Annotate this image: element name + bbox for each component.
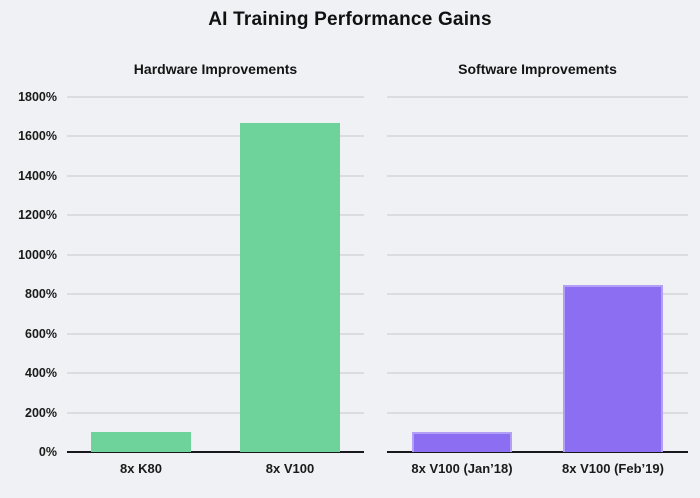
gridline bbox=[67, 332, 364, 335]
y-axis-tick-label: 1200% bbox=[18, 208, 57, 223]
gridline bbox=[67, 135, 364, 138]
gridline bbox=[387, 293, 688, 296]
y-axis-tick-label: 400% bbox=[25, 366, 57, 381]
gridline bbox=[67, 96, 364, 98]
bar-8x-v100-jan-18 bbox=[412, 432, 512, 452]
panel-subtitle-software: Software Improvements bbox=[458, 61, 617, 77]
gridline bbox=[67, 174, 364, 177]
y-axis-tick-label: 600% bbox=[25, 326, 57, 341]
y-axis-tick-label: 1600% bbox=[18, 129, 57, 144]
y-axis-tick-label: 1800% bbox=[18, 90, 57, 104]
gridline bbox=[387, 332, 688, 335]
gridline bbox=[387, 253, 688, 256]
gridline bbox=[67, 293, 364, 296]
gridline bbox=[387, 411, 688, 414]
bar-8x-v100-feb-19 bbox=[563, 285, 663, 452]
gridline bbox=[387, 214, 688, 217]
gridline bbox=[67, 372, 364, 375]
gridline bbox=[387, 372, 688, 375]
gridline bbox=[67, 411, 364, 414]
x-axis-line bbox=[67, 451, 364, 453]
y-axis-tick-label: 800% bbox=[25, 287, 57, 302]
y-axis-tick-label: 1000% bbox=[18, 247, 57, 262]
x-axis-category-label: 8x V100 (Feb’19) bbox=[562, 461, 664, 476]
gridline bbox=[387, 174, 688, 177]
x-axis-category-label: 8x K80 bbox=[120, 461, 162, 476]
x-axis-category-label: 8x V100 bbox=[265, 461, 315, 476]
gridline bbox=[67, 214, 364, 217]
gridline bbox=[387, 96, 688, 98]
y-axis-tick-label: 200% bbox=[25, 405, 57, 420]
panel-subtitle-hardware: Hardware Improvements bbox=[133, 61, 298, 77]
gridline bbox=[67, 253, 364, 256]
gridline bbox=[387, 135, 688, 138]
bar-8x-k80 bbox=[91, 432, 191, 452]
x-axis-category-label: 8x V100 (Jan’18) bbox=[411, 461, 513, 476]
x-axis-line bbox=[387, 451, 688, 453]
y-axis-tick-label: 1400% bbox=[18, 168, 57, 183]
chart-title: AI Training Performance Gains bbox=[208, 9, 492, 30]
y-axis-tick-label: 0% bbox=[38, 445, 57, 459]
bar-8x-v100 bbox=[240, 123, 340, 452]
